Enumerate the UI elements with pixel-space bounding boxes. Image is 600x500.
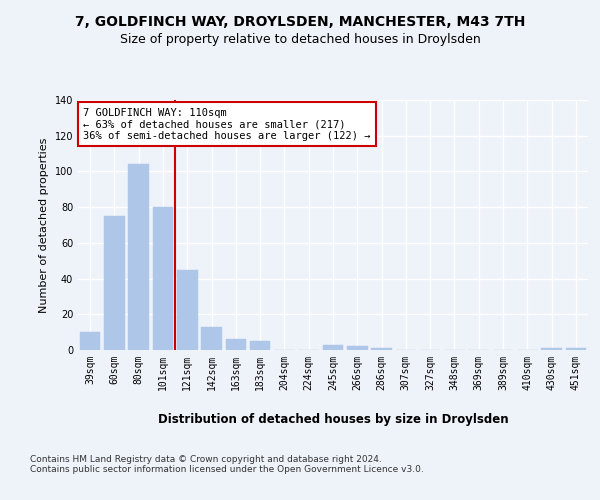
Bar [128,164,149,350]
Text: Size of property relative to detached houses in Droylsden: Size of property relative to detached ho… [119,32,481,46]
Y-axis label: Number of detached properties: Number of detached properties [39,138,49,312]
Bar [566,348,586,350]
Bar [541,348,562,350]
Text: Contains HM Land Registry data © Crown copyright and database right 2024.
Contai: Contains HM Land Registry data © Crown c… [30,455,424,474]
Text: Distribution of detached houses by size in Droylsden: Distribution of detached houses by size … [158,412,508,426]
Bar [104,216,125,350]
Text: 7 GOLDFINCH WAY: 110sqm
← 63% of detached houses are smaller (217)
36% of semi-d: 7 GOLDFINCH WAY: 110sqm ← 63% of detache… [83,108,371,140]
Bar [80,332,100,350]
Bar [177,270,197,350]
Bar [250,341,271,350]
Bar [371,348,392,350]
Bar [347,346,368,350]
Text: 7, GOLDFINCH WAY, DROYLSDEN, MANCHESTER, M43 7TH: 7, GOLDFINCH WAY, DROYLSDEN, MANCHESTER,… [75,15,525,29]
Bar [152,207,173,350]
Bar [226,340,246,350]
Bar [201,327,222,350]
Bar [323,344,343,350]
